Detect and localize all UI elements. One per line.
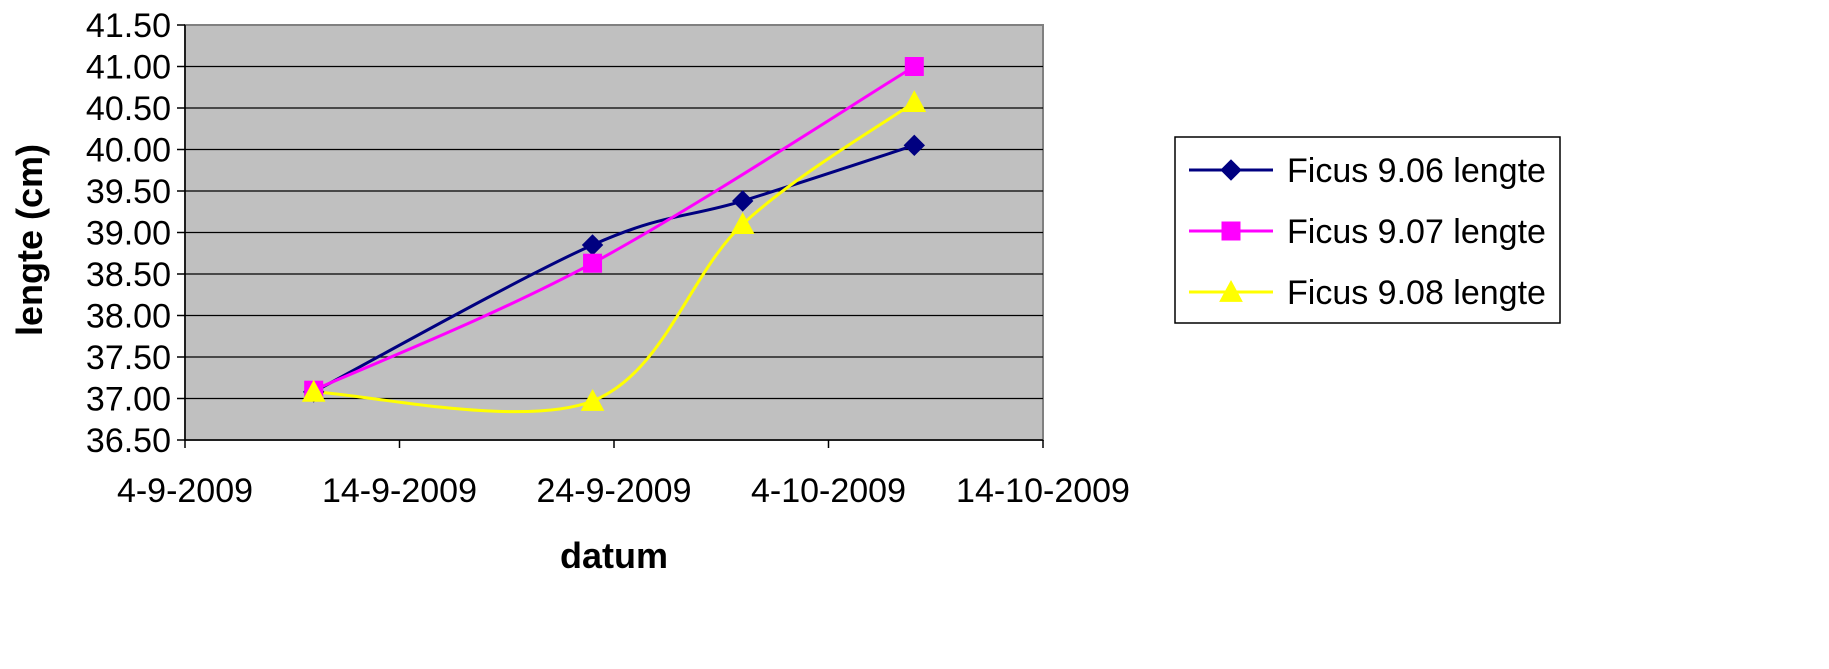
y-axis-title: lengte (cm) [9, 144, 50, 336]
x-tick-label: 24-9-2009 [536, 472, 691, 510]
series-line-1 [313, 143, 915, 394]
series-markers [301, 57, 927, 411]
y-tick-label: 37.50 [86, 339, 171, 377]
x-tick-label: 14-9-2009 [322, 472, 477, 510]
legend-label-2: Ficus 9.07 lengte [1287, 213, 1546, 251]
axes [177, 24, 1044, 448]
x-tick-label: 4-10-2009 [751, 472, 906, 510]
data-point-series-3-2 [580, 388, 605, 411]
data-point-series-2-3 [904, 57, 924, 76]
y-tick-label: 39.50 [86, 173, 171, 211]
legend-label-1: Ficus 9.06 lengte [1287, 152, 1546, 190]
y-tick-label: 40.00 [86, 132, 171, 170]
legend-marker-2 [1221, 221, 1241, 241]
legend-marker-3 [1219, 279, 1243, 302]
x-tick-label: 14-10-2009 [956, 472, 1130, 510]
legend-label-3: Ficus 9.08 lengte [1287, 274, 1546, 312]
data-point-series-3-1 [301, 379, 326, 402]
x-tick-label: 4-9-2009 [117, 472, 253, 510]
y-tick-label: 40.50 [86, 90, 171, 128]
y-tick-label: 36.50 [86, 422, 171, 460]
y-tick-label: 38.50 [86, 256, 171, 294]
y-tick-label: 41.50 [86, 7, 171, 45]
data-point-series-1-3 [731, 190, 754, 212]
x-axis-title: datum [560, 535, 668, 576]
y-tick-label: 41.00 [86, 49, 171, 87]
data-point-series-3-4 [902, 90, 927, 113]
data-point-series-1-4 [903, 134, 926, 157]
legend-marker-1 [1220, 159, 1242, 181]
legend-items: Ficus 9.06 lengte Ficus 9.07 lengte Ficus … [1189, 152, 1546, 312]
legend: Ficus 9.06 lengte Ficus 9.07 lengte Ficus … [1174, 136, 1561, 324]
x-axis-tick-labels: 4-9-2009 14-9-2009 24-9-2009 4-10-2009 14-10… [117, 472, 1130, 510]
y-tick-label: 38.00 [86, 298, 171, 336]
data-point-series-2-2 [583, 253, 603, 273]
data-point-series-3-3 [730, 212, 755, 235]
y-tick-label: 37.00 [86, 381, 171, 419]
series-line-3 [313, 100, 916, 414]
y-tick-label: 39.00 [86, 215, 171, 253]
